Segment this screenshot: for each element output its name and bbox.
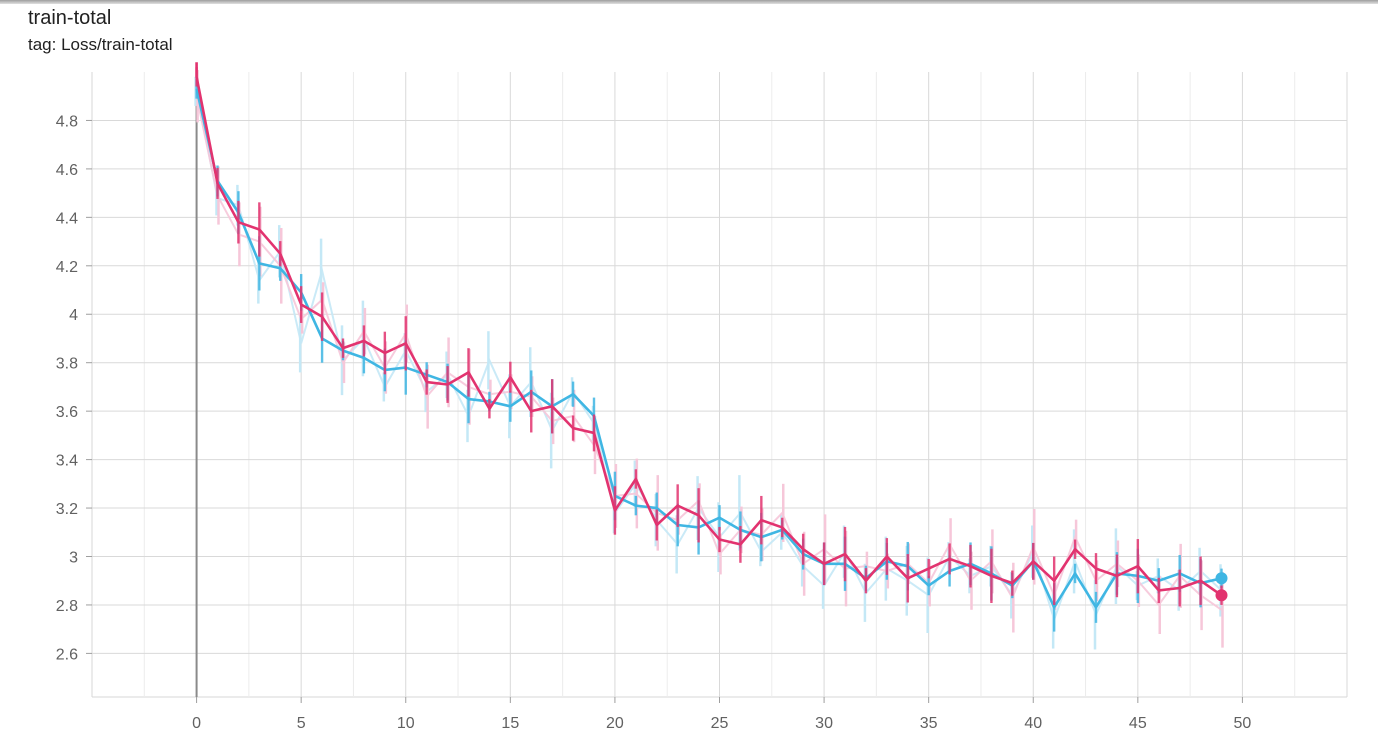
x-tick-label: 35 [920,715,938,732]
card-top-shadow [0,0,1378,4]
series-line-1 [195,62,1223,597]
raw-series-line-0 [195,91,1223,623]
x-tick-label: 40 [1024,715,1042,732]
x-tick-label: 20 [606,715,624,732]
smoothed-series-layer [195,62,1228,632]
y-tick-label: 2.6 [56,646,78,663]
series-line-0 [195,88,1222,609]
chart-tag-subtitle: tag: Loss/train-total [28,35,173,54]
x-tick-label: 15 [501,715,519,732]
y-tick-label: 3.8 [56,356,78,373]
y-tick-label: 3.4 [56,453,78,470]
y-tick-label: 4.6 [56,162,78,179]
chart-title: train-total [28,7,112,29]
raw-series-layer [194,70,1224,650]
y-tick-label: 3 [69,549,78,566]
x-tick-label: 10 [397,715,415,732]
y-tick-label: 4.8 [56,113,78,130]
x-tick-label: 25 [711,715,729,732]
series-endpoint-0 [1215,572,1228,585]
series-endpoint-1 [1215,589,1228,602]
x-tick-label: 5 [297,715,306,732]
x-tick-label: 50 [1234,715,1252,732]
y-tick-label: 2.8 [56,598,78,615]
x-tick-label: 30 [815,715,833,732]
y-tick-label: 3.6 [56,404,78,421]
y-tick-label: 3.2 [56,501,78,518]
axis-layer: 0 5 10 15 20 25 30 35 40 45 50 2.6 2.8 3 3.2 3.4 3.6 3.8 4… [56,113,1252,732]
y-tick-label: 4.4 [56,210,78,227]
x-tick-label: 45 [1129,715,1147,732]
x-tick-label: 0 [192,715,201,732]
y-tick-label: 4 [69,307,78,324]
y-tick-label: 4.2 [56,259,78,276]
